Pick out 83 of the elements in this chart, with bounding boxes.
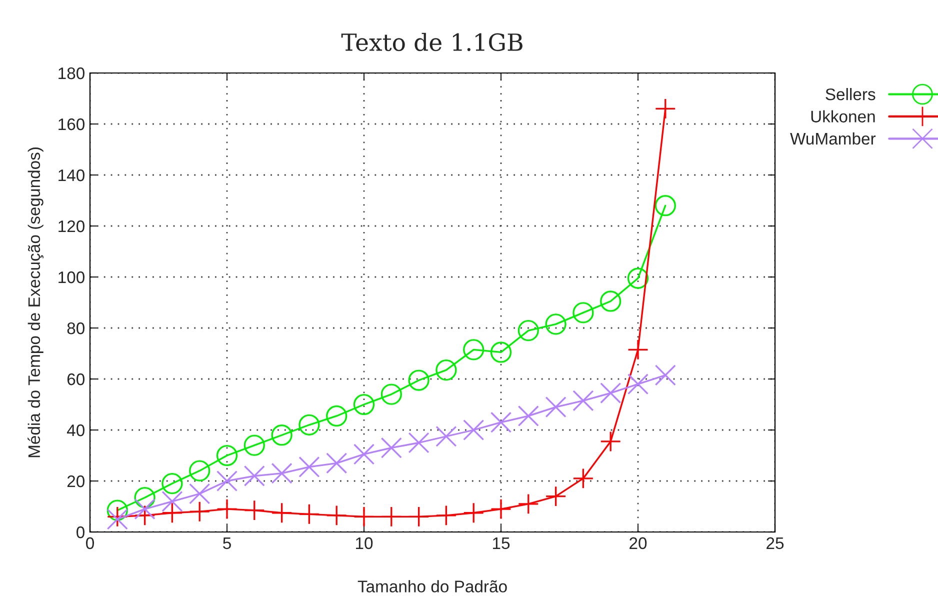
y-axis-title: Média do Tempo de Execução (segundos) bbox=[28, 148, 44, 458]
point bbox=[408, 370, 430, 391]
point bbox=[162, 490, 183, 512]
point bbox=[134, 504, 156, 526]
point bbox=[353, 394, 375, 416]
point bbox=[463, 502, 484, 524]
point bbox=[572, 302, 594, 324]
point bbox=[380, 437, 402, 458]
point bbox=[545, 486, 566, 507]
y-tick-label: 40 bbox=[66, 424, 84, 436]
y-tick-label: 120 bbox=[58, 220, 84, 232]
point bbox=[408, 432, 430, 454]
point bbox=[600, 430, 622, 452]
x-tick-label: 5 bbox=[223, 537, 231, 550]
point bbox=[353, 506, 375, 528]
point bbox=[545, 314, 566, 335]
x-tick-label: 25 bbox=[766, 537, 784, 550]
point bbox=[518, 405, 539, 427]
point bbox=[380, 384, 402, 405]
point bbox=[518, 493, 539, 515]
point bbox=[600, 290, 622, 312]
x-tick-label: 15 bbox=[493, 537, 510, 550]
point bbox=[436, 426, 457, 447]
point bbox=[134, 498, 156, 520]
point bbox=[490, 342, 512, 363]
y-tick-label: 20 bbox=[67, 475, 84, 488]
point bbox=[326, 405, 348, 427]
point bbox=[490, 498, 512, 520]
legend-label: Sellers bbox=[826, 88, 876, 100]
point bbox=[271, 424, 292, 446]
x-tick-label: 0 bbox=[86, 537, 94, 550]
point bbox=[216, 470, 238, 492]
chart-title: Texto de 1.1GB bbox=[341, 32, 522, 52]
y-tick-label: 0 bbox=[76, 526, 84, 538]
point bbox=[326, 452, 348, 474]
legend-label: WuMamber bbox=[790, 132, 876, 145]
point bbox=[627, 374, 649, 395]
point bbox=[189, 501, 210, 522]
point bbox=[326, 504, 348, 526]
point bbox=[654, 98, 676, 120]
y-tick-label: 60 bbox=[67, 373, 84, 386]
point bbox=[244, 434, 265, 456]
point bbox=[600, 382, 622, 404]
point bbox=[298, 414, 320, 436]
point bbox=[627, 339, 649, 360]
point bbox=[216, 498, 238, 520]
point bbox=[463, 339, 484, 360]
point bbox=[244, 500, 265, 521]
legend-label: Ukkonen bbox=[811, 110, 875, 122]
point bbox=[572, 468, 594, 490]
point bbox=[380, 506, 402, 528]
point bbox=[106, 500, 128, 521]
x-axis-title: Tamanho do Padrão bbox=[358, 580, 507, 592]
point bbox=[134, 487, 156, 508]
point bbox=[271, 462, 292, 484]
point bbox=[436, 504, 457, 526]
point bbox=[162, 502, 183, 524]
point bbox=[298, 504, 320, 525]
y-tick-label: 100 bbox=[58, 271, 84, 284]
point bbox=[189, 460, 210, 482]
y-tick-label: 140 bbox=[58, 169, 84, 182]
x-tick-label: 20 bbox=[630, 537, 647, 550]
point bbox=[189, 483, 210, 504]
y-tick-label: 160 bbox=[58, 118, 84, 130]
point bbox=[654, 195, 676, 216]
point bbox=[654, 364, 676, 386]
point bbox=[162, 472, 183, 494]
point bbox=[518, 320, 539, 342]
point bbox=[463, 419, 484, 441]
point bbox=[545, 396, 566, 418]
point bbox=[216, 444, 238, 466]
x-tick-label: 10 bbox=[356, 537, 373, 550]
y-tick-label: 180 bbox=[58, 67, 84, 80]
point bbox=[572, 390, 594, 412]
point bbox=[408, 506, 430, 528]
y-tick-label: 80 bbox=[67, 322, 84, 334]
point bbox=[271, 502, 292, 524]
point bbox=[627, 268, 649, 289]
point bbox=[490, 412, 512, 433]
point bbox=[353, 444, 375, 465]
point bbox=[298, 456, 320, 478]
point bbox=[436, 360, 457, 381]
point bbox=[244, 465, 265, 486]
